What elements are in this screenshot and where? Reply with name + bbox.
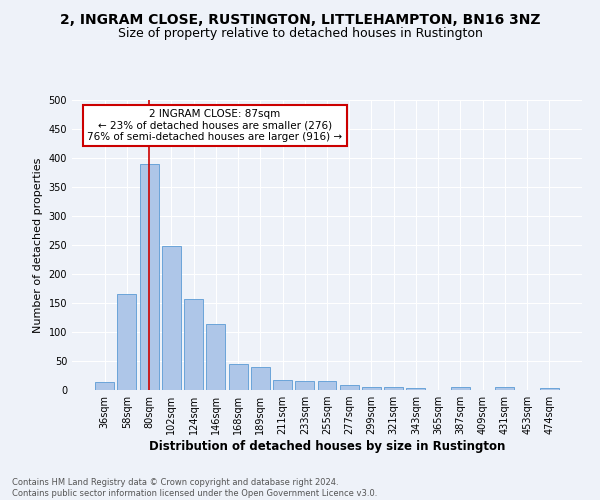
Bar — [317, 382, 337, 390]
Bar — [362, 386, 381, 390]
Y-axis label: Number of detached properties: Number of detached properties — [33, 158, 43, 332]
Bar — [162, 246, 181, 390]
Bar — [273, 380, 292, 390]
Bar — [540, 388, 559, 390]
Bar — [251, 367, 270, 390]
Text: Contains HM Land Registry data © Crown copyright and database right 2024.
Contai: Contains HM Land Registry data © Crown c… — [12, 478, 377, 498]
Bar — [95, 382, 114, 390]
Bar — [184, 299, 203, 390]
Bar — [140, 164, 158, 390]
Bar — [340, 385, 359, 390]
Text: Size of property relative to detached houses in Rustington: Size of property relative to detached ho… — [118, 28, 482, 40]
Bar — [384, 387, 403, 390]
Bar — [451, 386, 470, 390]
Text: 2 INGRAM CLOSE: 87sqm
← 23% of detached houses are smaller (276)
76% of semi-det: 2 INGRAM CLOSE: 87sqm ← 23% of detached … — [87, 108, 343, 142]
X-axis label: Distribution of detached houses by size in Rustington: Distribution of detached houses by size … — [149, 440, 505, 453]
Bar — [118, 294, 136, 390]
Bar — [206, 324, 225, 390]
Text: 2, INGRAM CLOSE, RUSTINGTON, LITTLEHAMPTON, BN16 3NZ: 2, INGRAM CLOSE, RUSTINGTON, LITTLEHAMPT… — [60, 12, 540, 26]
Bar — [229, 364, 248, 390]
Bar — [295, 382, 314, 390]
Bar — [406, 388, 425, 390]
Bar — [496, 387, 514, 390]
